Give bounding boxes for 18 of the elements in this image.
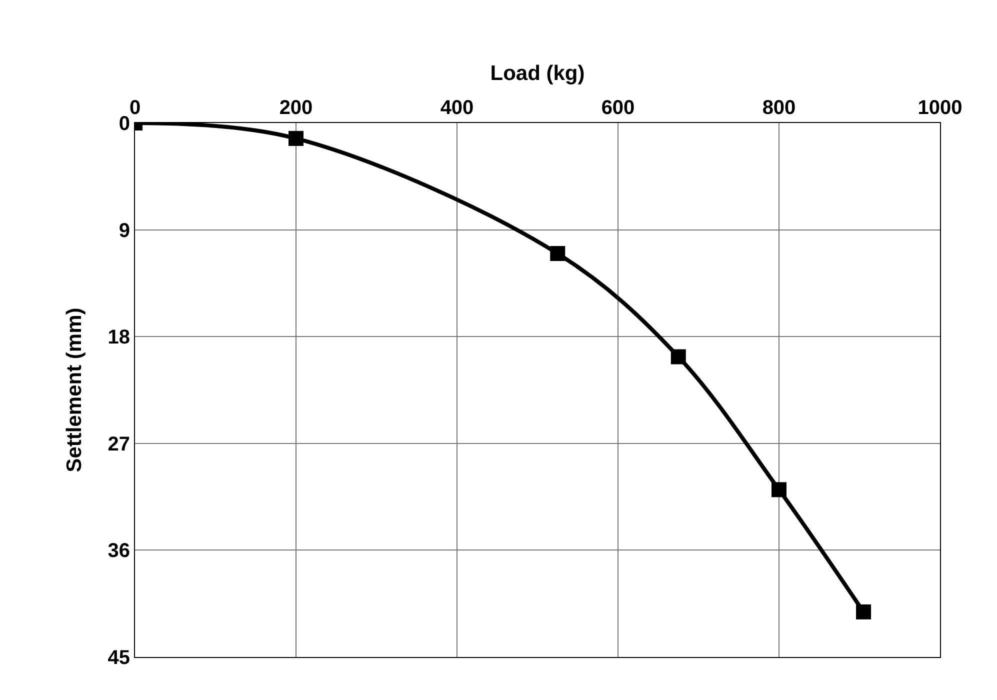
x-axis-title: Load (kg) bbox=[490, 62, 585, 86]
y-tick-label: 45 bbox=[108, 647, 130, 669]
point bbox=[772, 482, 786, 498]
x-tick-label: 400 bbox=[440, 97, 474, 119]
y-tick-label: 27 bbox=[108, 433, 130, 456]
x-tick-label: 200 bbox=[279, 97, 313, 119]
y-axis-title: Settlement (mm) bbox=[62, 308, 86, 472]
y-tick-label: 18 bbox=[108, 326, 130, 349]
x-tick-label: 600 bbox=[601, 97, 635, 119]
point bbox=[550, 246, 566, 262]
x-tick-label: 800 bbox=[762, 97, 796, 119]
point bbox=[288, 130, 304, 146]
y-tick-label: 36 bbox=[108, 540, 130, 562]
point bbox=[670, 349, 686, 364]
point bbox=[856, 604, 872, 620]
x-tick-label: 1000 bbox=[918, 97, 962, 119]
y-tick-label: 9 bbox=[118, 220, 130, 242]
y-tick-label: 0 bbox=[118, 113, 130, 135]
